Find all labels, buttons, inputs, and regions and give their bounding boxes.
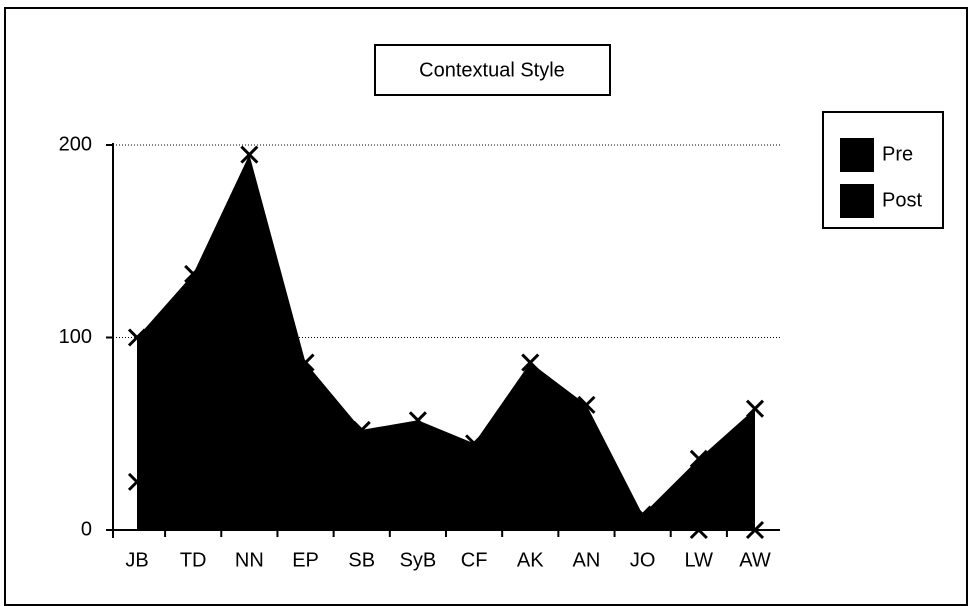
point-marker	[465, 434, 484, 453]
point-marker	[240, 443, 259, 463]
legend-label: Post	[882, 189, 922, 211]
point-marker	[577, 482, 596, 501]
point-marker	[633, 505, 652, 524]
point-marker	[408, 411, 427, 430]
legend-label: Pre	[882, 143, 913, 165]
x-tick-label: AW	[739, 549, 771, 571]
area	[137, 154, 755, 530]
point-marker	[408, 501, 427, 520]
x-tick-label: SyB	[400, 549, 437, 571]
chart-title: Contextual Style	[419, 59, 565, 81]
point-marker	[296, 482, 315, 501]
x-tick-label: JB	[125, 549, 148, 571]
x-tick-label: SB	[348, 549, 375, 571]
point-marker	[633, 511, 652, 530]
x-tick-label: JO	[630, 549, 656, 571]
y-tick-label: 100	[59, 326, 92, 348]
y-tick-label: 0	[81, 518, 92, 540]
x-tick-label: TD	[180, 549, 207, 571]
point-marker	[184, 264, 203, 284]
point-marker	[352, 492, 371, 511]
point-marker	[184, 463, 203, 482]
point-marker	[577, 395, 596, 414]
legend-swatch	[840, 184, 874, 218]
title-box	[374, 44, 611, 96]
point-marker	[465, 497, 484, 516]
x-tick-label: AN	[573, 549, 601, 571]
point-marker	[521, 482, 540, 501]
point-marker	[127, 328, 147, 347]
point-marker	[240, 145, 259, 164]
point-marker	[127, 472, 147, 491]
x-tick-label: CF	[461, 549, 488, 571]
point-marker	[689, 449, 708, 468]
x-tick-label: AK	[517, 549, 544, 571]
point-marker	[745, 399, 765, 418]
area	[137, 453, 755, 530]
point-marker	[296, 353, 315, 372]
point-marker	[521, 353, 540, 372]
point-marker	[352, 420, 371, 439]
x-tick-label: NN	[235, 549, 264, 571]
x-tick-label: LW	[685, 549, 714, 571]
y-tick-label: 200	[59, 133, 92, 155]
legend-swatch	[840, 138, 874, 172]
x-tick-label: EP	[292, 549, 319, 571]
